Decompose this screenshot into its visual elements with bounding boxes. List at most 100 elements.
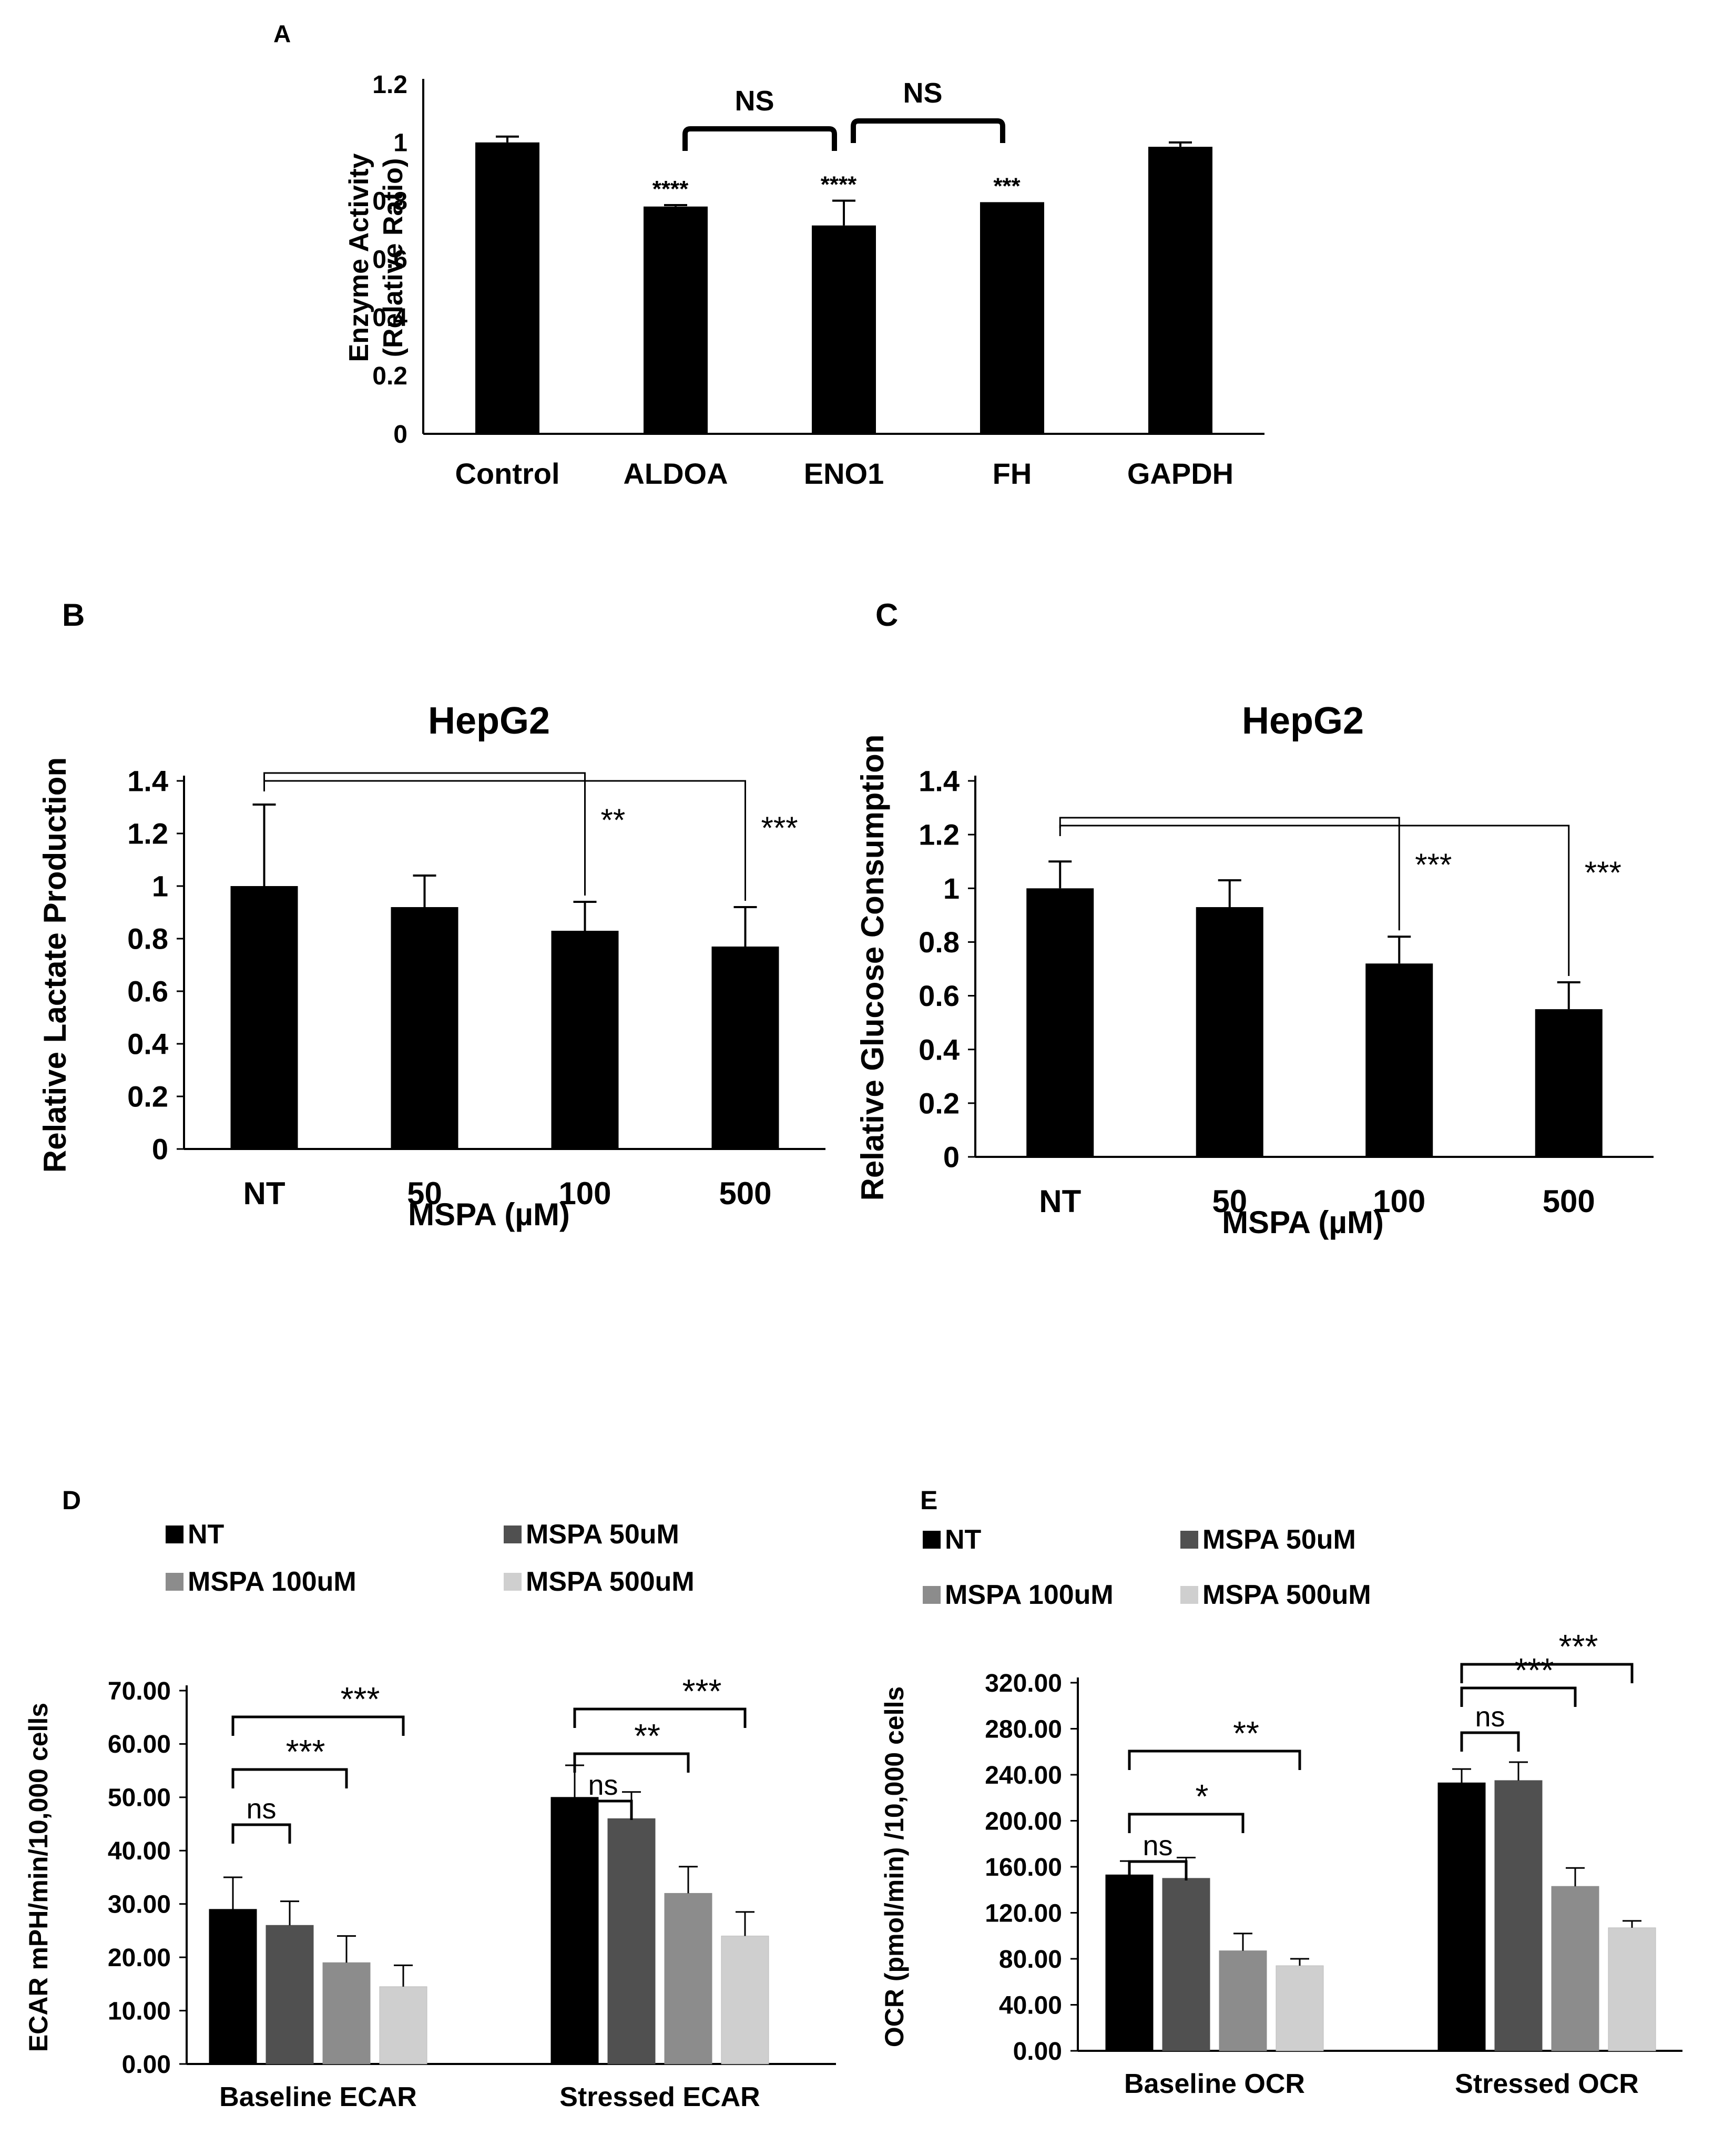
bar-baseline-ecar-mspa-100um [322, 1962, 371, 2065]
x-tick-label-500: 500 [719, 1176, 771, 1211]
bar-baseline-ecar-mspa-50um [266, 1925, 314, 2065]
bar-baseline-ocr-mspa-100um [1219, 1950, 1267, 2051]
y-tick-label: 0.00 [122, 2051, 171, 2079]
significance-bracket [1059, 825, 1570, 977]
legend-label-mspa-50um: MSPA 50uM [526, 1519, 679, 1550]
significance-bracket [851, 118, 1005, 143]
y-tick-label: 240.00 [985, 1762, 1062, 1789]
x-tick-label-nt: NT [1039, 1184, 1081, 1219]
bar-stressed-ecar-mspa-500um [721, 1936, 769, 2065]
bracket-label: *** [1515, 1651, 1554, 1689]
bar-stressed-ocr-nt [1437, 1782, 1486, 2051]
x-tick-label-control: Control [455, 457, 559, 490]
bar-baseline-ocr-mspa-500um [1276, 1965, 1324, 2051]
y-axis-label: ECAR mPH/min/10,000 cells [24, 1703, 53, 2052]
legend-swatch-mspa-100um [166, 1573, 183, 1591]
y-tick-label: 0.8 [919, 926, 960, 959]
bar-stressed-ecar-nt [550, 1797, 599, 2065]
bar-500 [711, 947, 779, 1149]
bracket-label: ** [634, 1717, 660, 1755]
x-tick-label-50: 50 [1212, 1184, 1247, 1219]
y-tick-label: 50.00 [108, 1784, 171, 1812]
bracket-label: ** [601, 802, 626, 838]
panel-c: C HepG2 0 0.2 0.4 0.6 0.8 1 1.2 1.4 Relative Gluco… [855, 597, 1654, 1240]
panel-label: B [62, 597, 85, 633]
bar-fh [980, 202, 1044, 434]
legend-swatch-nt [923, 1531, 941, 1549]
bar-baseline-ecar-mspa-500um [379, 1986, 427, 2065]
y-tick-label: 1.4 [919, 765, 960, 798]
y-tick-label: 10.00 [108, 1997, 171, 2025]
x-axis-label: MSPA (µM) [408, 1197, 570, 1232]
x-tick-label-50: 50 [407, 1176, 442, 1211]
x-tick-label-aldoa: ALDOA [623, 457, 728, 490]
chart-title: HepG2 [428, 700, 550, 742]
bracket-label: ns [246, 1793, 276, 1825]
legend-label-mspa-100um: MSPA 100uM [188, 1567, 356, 1597]
significance-bracket [263, 772, 586, 896]
panel-label: A [273, 20, 291, 47]
bar-50 [1196, 907, 1263, 1157]
bar-control [475, 142, 539, 434]
y-axis-label: (Relative Ratio) [378, 158, 409, 358]
y-tick-label: 60.00 [108, 1731, 171, 1758]
legend-swatch-nt [166, 1526, 183, 1543]
y-axis-label: Relative Glucose Consumption [855, 735, 890, 1201]
significance-bracket [231, 1768, 348, 1788]
y-tick-label: 1.2 [372, 71, 407, 99]
x-tick-label-baseline-ecar: Baseline ECAR [219, 2082, 417, 2112]
y-tick-label: 1.2 [919, 818, 960, 851]
x-tick-label-500: 500 [1543, 1184, 1595, 1219]
x-tick-label-gapdh: GAPDH [1127, 457, 1233, 490]
bracket-label: *** [1415, 847, 1452, 882]
y-tick-label: 80.00 [999, 1946, 1062, 1974]
x-tick-label-baseline-ocr: Baseline OCR [1124, 2069, 1305, 2099]
bar-stressed-ocr-mspa-50um [1494, 1780, 1543, 2051]
legend-swatch-mspa-100um [923, 1586, 941, 1604]
significance-bracket [573, 1752, 690, 1773]
legend-swatch-mspa-500um [1180, 1586, 1198, 1604]
y-tick-label: 1 [152, 870, 168, 903]
bracket-label: * [1196, 1777, 1209, 1815]
bracket-label: ns [1143, 1830, 1172, 1862]
y-tick-label: 0.8 [127, 922, 168, 955]
y-tick-label: 0 [152, 1133, 168, 1166]
y-tick-label: 1.2 [127, 817, 168, 850]
bar-aldoa [644, 206, 708, 434]
x-axis-label: MSPA (µM) [1222, 1205, 1384, 1240]
significance-bracket [1128, 1750, 1301, 1770]
y-tick-label: 0.2 [372, 362, 407, 390]
bar-100 [1365, 963, 1433, 1157]
y-tick-label: 0.6 [919, 979, 960, 1012]
significance-bracket [1460, 1731, 1520, 1752]
y-tick-label: 0.2 [919, 1086, 960, 1120]
bracket-label: *** [761, 810, 798, 846]
bracket-label: ** [1233, 1714, 1259, 1752]
significance-label: **** [652, 176, 689, 202]
y-tick-label: 280.00 [985, 1715, 1062, 1743]
x-tick-label-stressed-ecar: Stressed ECAR [559, 2082, 760, 2112]
legend-label-mspa-100um: MSPA 100uM [945, 1580, 1114, 1610]
panel-a: A 0 0.2 0.4 0.6 0.8 1 1.2 Enzyme Activity (Relati… [273, 20, 1264, 490]
significance-bracket [682, 126, 837, 151]
bar-500 [1535, 1009, 1603, 1157]
legend-swatch-mspa-50um [1180, 1531, 1198, 1549]
bar-gapdh [1148, 147, 1212, 434]
panel-d: D 0.00 10.00 20.00 30.00 40.00 50.00 60.00 70.00… [24, 1486, 836, 2112]
bar-stressed-ocr-mspa-100um [1551, 1886, 1599, 2051]
panel-b: B HepG2 0 0.2 0.4 0.6 0.8 1 1.2 1.4 Relative Lacta… [37, 597, 825, 1232]
bracket-label: ns [1475, 1701, 1505, 1733]
y-tick-label: 0.4 [919, 1033, 960, 1066]
legend-swatch-mspa-50um [504, 1526, 522, 1543]
bracket-label: NS [735, 85, 774, 117]
bracket-label: ns [588, 1769, 618, 1801]
y-axis-label: Relative Lactate Production [37, 757, 73, 1173]
panel-label: D [62, 1486, 81, 1515]
y-tick-label: 1 [393, 129, 407, 157]
y-tick-label: 0.6 [127, 975, 168, 1008]
y-axis-label: OCR (pmol/min) /10,000 cells [880, 1686, 909, 2047]
y-tick-label: 30.00 [108, 1891, 171, 1919]
significance-bracket [263, 780, 746, 901]
legend-label-nt: NT [188, 1519, 225, 1550]
